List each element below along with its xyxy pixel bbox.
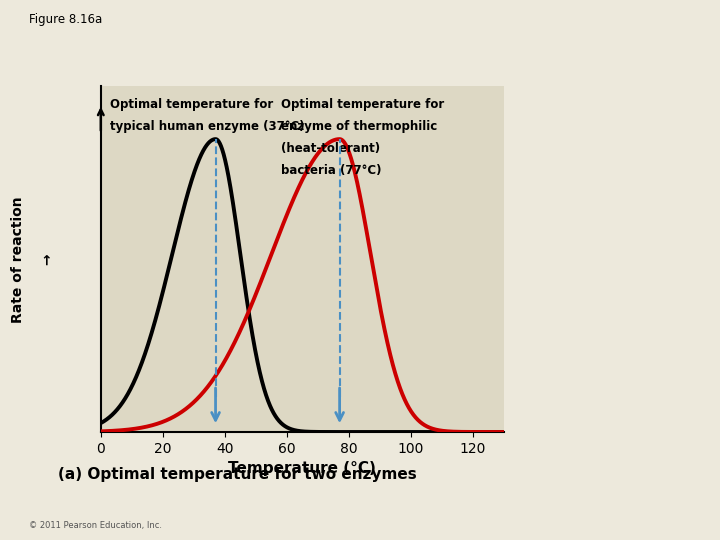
Text: Optimal temperature for: Optimal temperature for <box>281 98 444 111</box>
Text: © 2011 Pearson Education, Inc.: © 2011 Pearson Education, Inc. <box>29 521 162 530</box>
Text: typical human enzyme (37°C): typical human enzyme (37°C) <box>110 120 305 133</box>
Text: Rate of reaction: Rate of reaction <box>11 196 25 322</box>
Text: →: → <box>40 253 54 265</box>
Text: bacteria (77°C): bacteria (77°C) <box>281 164 381 177</box>
X-axis label: Temperature (°C): Temperature (°C) <box>228 461 377 476</box>
Text: enzyme of thermophilic: enzyme of thermophilic <box>281 120 437 133</box>
Text: Figure 8.16a: Figure 8.16a <box>29 14 102 26</box>
Text: (heat-tolerant): (heat-tolerant) <box>281 142 380 155</box>
Text: Optimal temperature for: Optimal temperature for <box>110 98 274 111</box>
Text: (a) Optimal temperature for two enzymes: (a) Optimal temperature for two enzymes <box>58 467 416 482</box>
